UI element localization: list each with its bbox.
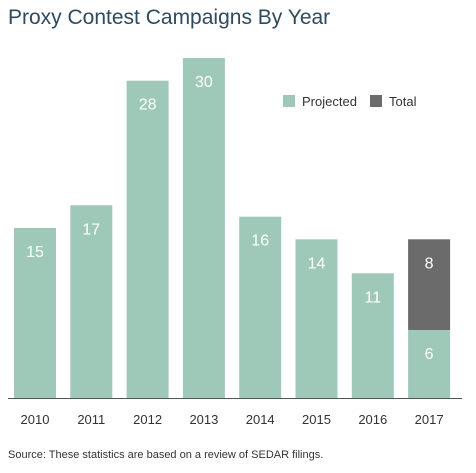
bar-label-2011-projected: 17 (82, 221, 100, 238)
bar-2012-projected (126, 80, 169, 398)
bar-2017-total (408, 239, 451, 330)
source-note: Source: These statistics are based on a … (8, 449, 324, 461)
x-tick-label-2012: 2012 (133, 412, 162, 427)
bars-group (14, 58, 451, 398)
bar-2010-projected (14, 228, 56, 398)
legend-label-total: Total (389, 94, 417, 109)
x-tick-label-2013: 2013 (189, 412, 218, 427)
bar-labels-group: 15 17 28 30 16 14 11 6 8 (26, 74, 434, 363)
legend: Projected Total (283, 94, 417, 109)
legend-label-projected: Projected (302, 94, 357, 109)
bar-label-2014-projected: 16 (251, 233, 269, 250)
x-tick-labels-group: 2010 2011 2012 2013 2014 2015 2016 2017 (21, 412, 444, 427)
bar-label-2012-projected: 28 (139, 97, 157, 114)
bar-2013-projected (182, 58, 225, 398)
bar-2016-projected (351, 273, 394, 398)
x-tick-label-2015: 2015 (302, 412, 331, 427)
bar-label-2016-projected: 11 (364, 289, 381, 306)
legend-swatch-total (370, 95, 382, 107)
chart-title: Proxy Contest Campaigns By Year (8, 6, 331, 29)
bar-label-2017-total: 8 (425, 255, 434, 272)
x-tick-label-2017: 2017 (415, 412, 444, 427)
bar-2011-projected (70, 205, 113, 398)
bar-2017-projected (408, 330, 451, 398)
bar-2015-projected (295, 239, 338, 398)
bar-label-2013-projected: 30 (195, 74, 213, 91)
x-tick-label-2010: 2010 (21, 412, 50, 427)
x-tick-label-2016: 2016 (358, 412, 387, 427)
bar-label-2015-projected: 14 (308, 255, 326, 272)
bar-label-2017-projected: 6 (425, 346, 434, 363)
x-tick-label-2011: 2011 (77, 412, 105, 427)
bar-2014-projected (239, 216, 282, 398)
bar-label-2010-projected: 15 (26, 244, 44, 261)
legend-swatch-projected (283, 95, 295, 107)
x-tick-label-2014: 2014 (246, 412, 275, 427)
